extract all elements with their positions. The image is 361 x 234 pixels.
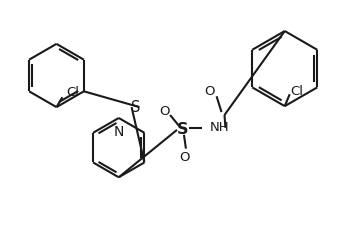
Text: O: O xyxy=(159,105,169,117)
Text: S: S xyxy=(177,122,189,137)
Text: S: S xyxy=(131,100,140,115)
Text: N: N xyxy=(114,125,124,139)
Text: O: O xyxy=(180,151,190,164)
Text: O: O xyxy=(204,85,215,98)
Text: NH: NH xyxy=(210,121,229,134)
Text: Cl: Cl xyxy=(291,85,304,98)
Text: Cl: Cl xyxy=(66,86,79,99)
